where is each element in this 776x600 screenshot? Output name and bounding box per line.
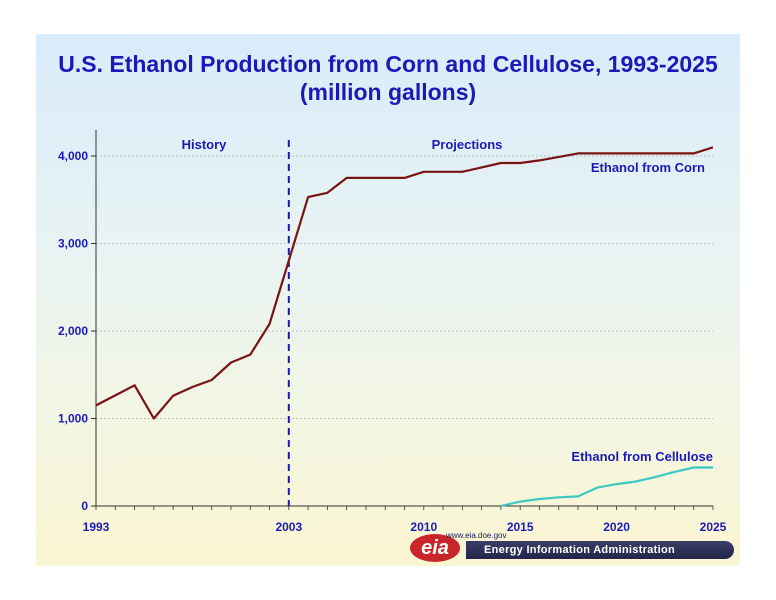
cellulose-series-label: Ethanol from Cellulose: [571, 449, 713, 464]
x-tick-label: 2003: [275, 520, 302, 534]
corn-series-line: [95, 146, 714, 420]
history-label: History: [182, 137, 228, 152]
chart-title-line2: (million gallons): [299, 79, 477, 105]
footer-url: www.eia.doe.gov: [446, 531, 507, 540]
chart-title-line1: U.S. Ethanol Production from Corn and Ce…: [58, 51, 718, 77]
corn-series-label: Ethanol from Corn: [591, 160, 705, 175]
chart-title: U.S. Ethanol Production from Corn and Ce…: [36, 50, 740, 106]
x-tick-label: 2020: [603, 520, 630, 534]
y-tick-label: 4,000: [58, 149, 88, 163]
slide-background: [36, 34, 740, 566]
agency-banner: Energy Information Administration: [466, 541, 734, 559]
cellulose-series-line: [500, 466, 713, 508]
x-tick-label: 2025: [700, 520, 727, 534]
x-tick-label: 2010: [410, 520, 437, 534]
x-tick-label: 2015: [507, 520, 534, 534]
y-tick-label: 1,000: [58, 412, 88, 426]
y-tick-label: 0: [81, 499, 88, 513]
y-tick-label: 3,000: [58, 237, 88, 251]
y-tick-label: 2,000: [58, 324, 88, 338]
x-tick-label: 1993: [83, 520, 110, 534]
projections-label: Projections: [432, 137, 503, 152]
eia-logo: eia: [410, 534, 460, 562]
